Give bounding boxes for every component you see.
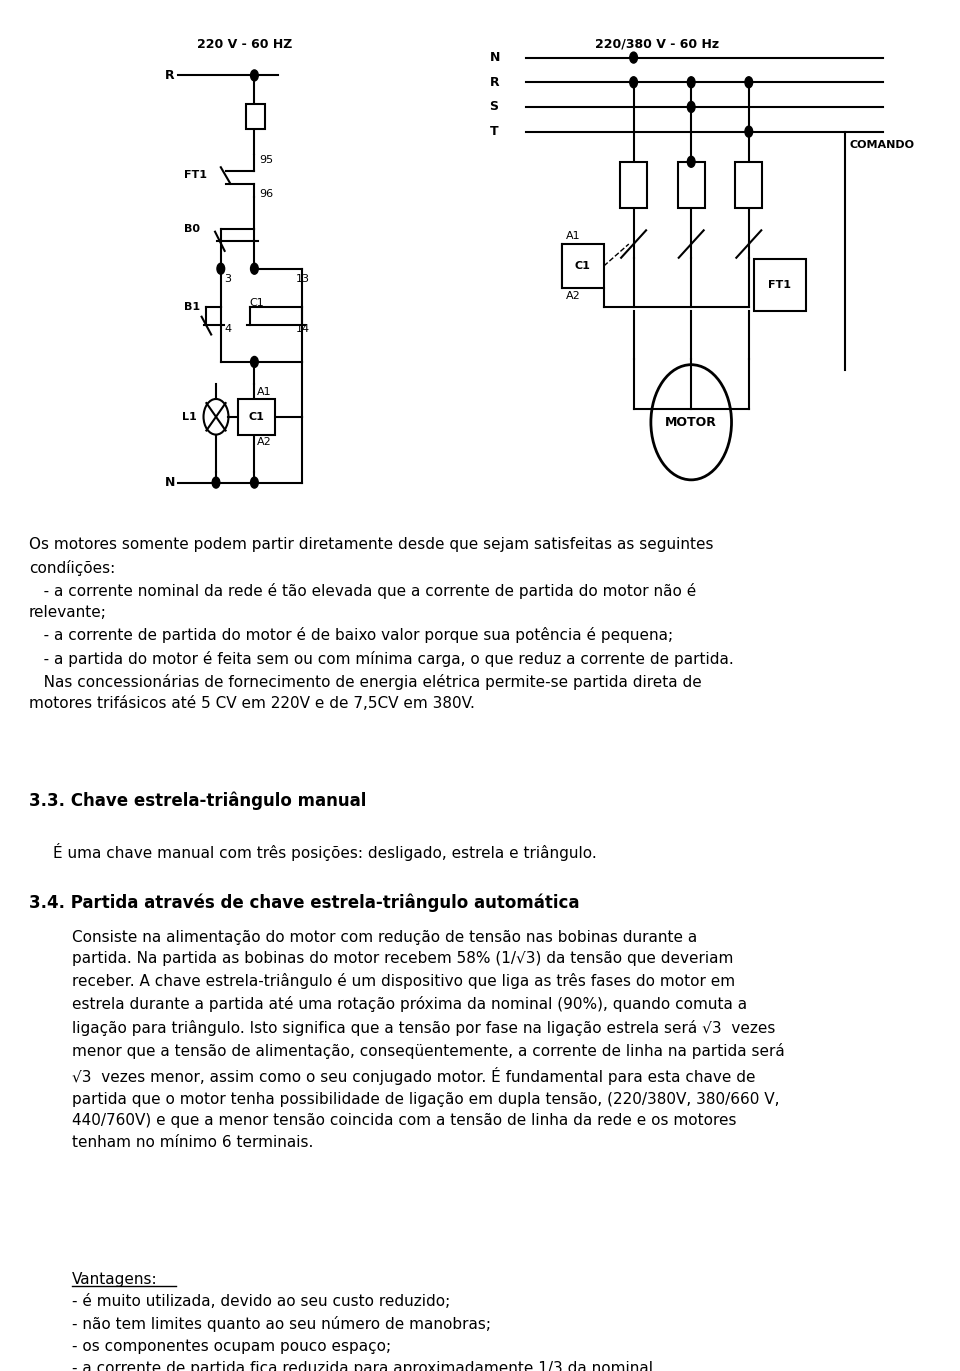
Circle shape xyxy=(212,477,220,488)
Text: 220/380 V - 60 Hz: 220/380 V - 60 Hz xyxy=(595,38,719,51)
Text: A1: A1 xyxy=(566,230,581,241)
Text: A2: A2 xyxy=(257,437,272,447)
Circle shape xyxy=(687,101,695,112)
Bar xyxy=(678,162,705,208)
Text: R: R xyxy=(490,75,499,89)
Bar xyxy=(238,399,275,435)
Text: N: N xyxy=(490,51,500,64)
Text: R: R xyxy=(165,69,175,82)
Text: B1: B1 xyxy=(184,302,201,313)
Text: 96: 96 xyxy=(259,189,274,199)
Text: A2: A2 xyxy=(566,291,581,302)
Circle shape xyxy=(745,77,753,88)
Text: T: T xyxy=(490,125,498,138)
Circle shape xyxy=(745,126,753,137)
Text: 14: 14 xyxy=(296,324,310,333)
Bar xyxy=(562,244,604,288)
Text: FT1: FT1 xyxy=(184,170,207,181)
Bar xyxy=(754,259,806,311)
Text: C1: C1 xyxy=(250,298,264,308)
Circle shape xyxy=(251,263,258,274)
Bar xyxy=(246,104,265,129)
Text: 3: 3 xyxy=(225,274,231,284)
Bar xyxy=(735,162,762,208)
Circle shape xyxy=(687,77,695,88)
Circle shape xyxy=(687,156,695,167)
Circle shape xyxy=(251,477,258,488)
Text: 95: 95 xyxy=(259,155,274,165)
Text: B0: B0 xyxy=(184,223,201,234)
Text: 3.3. Chave estrela-triângulo manual: 3.3. Chave estrela-triângulo manual xyxy=(29,791,366,809)
Text: É uma chave manual com três posições: desligado, estrela e triângulo.: É uma chave manual com três posições: de… xyxy=(53,843,596,861)
Text: Vantagens:: Vantagens: xyxy=(72,1272,157,1287)
Text: C1: C1 xyxy=(249,411,264,422)
Circle shape xyxy=(251,356,258,367)
Text: FT1: FT1 xyxy=(768,280,791,291)
Text: Os motores somente podem partir diretamente desde que sejam satisfeitas as segui: Os motores somente podem partir diretame… xyxy=(29,537,733,712)
Circle shape xyxy=(630,52,637,63)
Bar xyxy=(620,162,647,208)
Circle shape xyxy=(251,70,258,81)
Text: Consiste na alimentação do motor com redução de tensão nas bobinas durante a
par: Consiste na alimentação do motor com red… xyxy=(72,930,784,1150)
Text: 4: 4 xyxy=(225,324,231,333)
Text: - é muito utilizada, devido ao seu custo reduzido;
- não tem limites quanto ao s: - é muito utilizada, devido ao seu custo… xyxy=(72,1294,658,1371)
Text: S: S xyxy=(490,100,498,114)
Text: N: N xyxy=(165,476,176,489)
Text: 13: 13 xyxy=(296,274,310,284)
Text: 220 V - 60 HZ: 220 V - 60 HZ xyxy=(197,38,293,51)
Text: 3.4. Partida através de chave estrela-triângulo automática: 3.4. Partida através de chave estrela-tr… xyxy=(29,894,579,912)
Text: MOTOR: MOTOR xyxy=(665,415,717,429)
Circle shape xyxy=(630,77,637,88)
Text: L1: L1 xyxy=(182,411,197,422)
Circle shape xyxy=(217,263,225,274)
Text: A1: A1 xyxy=(257,387,272,396)
Text: COMANDO: COMANDO xyxy=(850,140,915,151)
Text: C1: C1 xyxy=(575,260,590,271)
